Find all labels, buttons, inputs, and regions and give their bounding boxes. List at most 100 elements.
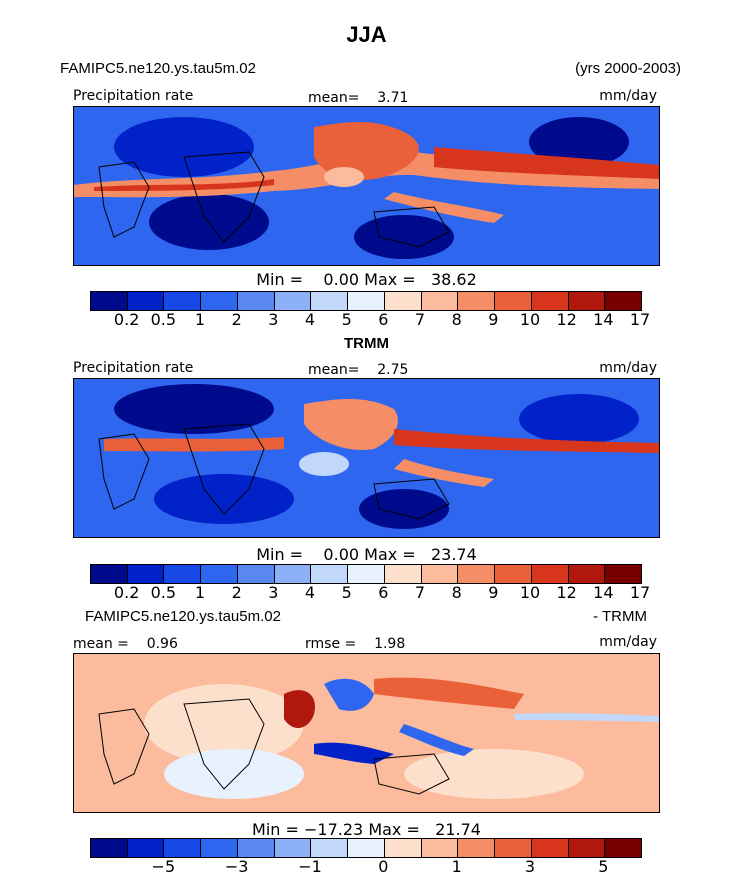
colorbar-tick-label: 3 (268, 583, 279, 602)
colorbar-swatch (201, 565, 238, 583)
colorbar-tick-label: 1 (194, 310, 206, 329)
colorbar-tick-label: 6 (378, 310, 389, 329)
colorbar-swatch (237, 565, 275, 583)
panel2-colorbar (90, 564, 642, 584)
colorbar-swatch (91, 565, 128, 583)
colorbar-swatch (348, 839, 385, 857)
panel3-map (73, 653, 660, 813)
colorbar-swatch (421, 565, 459, 583)
panel2-minmax: Min = 0.00 Max = 23.74 (0, 545, 733, 564)
colorbar-tick-label: 7 (414, 583, 426, 602)
colorbar-swatch (531, 565, 569, 583)
colorbar-swatch (605, 292, 642, 310)
season-title: JJA (346, 22, 387, 47)
panel2-caption: TRMM (344, 335, 389, 352)
colorbar-swatch (568, 565, 606, 583)
colorbar-tick-label: 8 (451, 583, 462, 602)
panel3-colorbar-ticks: −5 −3 −1 0 1 3 5 (90, 857, 640, 877)
panel3-minmax: Min = −17.23 Max = 21.74 (0, 820, 733, 839)
colorbar-tick-label: 12 (556, 583, 577, 602)
panel1-map (73, 106, 660, 266)
colorbar-tick-label: 5 (598, 857, 609, 876)
panel3-mean: mean = 0.96 (73, 636, 178, 652)
colorbar-tick-label: 5 (341, 310, 352, 329)
panel1-max-label: Max = (364, 270, 416, 289)
colorbar-swatch (384, 565, 422, 583)
panel1-mean-value: 3.71 (377, 90, 409, 106)
panel2-min-value: 0.00 (323, 545, 360, 564)
panel1-min-label: Min = (256, 270, 304, 289)
colorbar-tick-label: 4 (304, 310, 316, 329)
precip-map-trmm (74, 379, 659, 537)
colorbar-tick-label: 0.5 (150, 583, 177, 602)
colorbar-tick-label: −1 (298, 857, 322, 876)
panel2-map (73, 378, 660, 538)
colorbar-swatch (237, 292, 275, 310)
panel1-variable: Precipitation rate (73, 88, 194, 104)
colorbar-swatch (201, 292, 238, 310)
colorbar-tick-label: 8 (451, 310, 462, 329)
colorbar-swatch (458, 292, 496, 310)
colorbar-swatch (201, 839, 238, 857)
colorbar-swatch (605, 839, 642, 857)
colorbar-tick-label: 4 (304, 583, 316, 602)
colorbar-tick-label: 6 (378, 583, 389, 602)
colorbar-tick-label: 17 (629, 583, 651, 602)
panel3-min-value: −17.23 (304, 820, 364, 839)
panel3-mean-value: 0.96 (146, 636, 178, 652)
panel3-rmse-value: 1.98 (374, 636, 406, 652)
panel2-colorbar-ticks: 0.2 0.5 1 2 3 4 5 6 7 8 9 10 12 14 17 (90, 583, 650, 603)
colorbar-swatch (531, 292, 569, 310)
colorbar-swatch (311, 292, 349, 310)
colorbar-swatch (384, 292, 422, 310)
colorbar-swatch (311, 565, 349, 583)
colorbar-tick-label: 2 (231, 310, 242, 329)
panel1-colorbar (90, 291, 642, 311)
panel3-caption-right: - TRMM (593, 608, 647, 625)
panel1-colorbar-ticks: 0.2 0.5 1 2 3 4 5 6 7 8 9 10 12 14 17 (90, 310, 650, 330)
colorbar-swatch (91, 839, 128, 857)
colorbar-tick-label: 14 (593, 310, 614, 329)
colorbar-tick-label: 1 (194, 583, 206, 602)
colorbar-tick-label: 7 (414, 310, 426, 329)
colorbar-tick-label: 1 (451, 857, 462, 876)
panel3-colorbar (90, 838, 642, 858)
run-name: FAMIPC5.ne120.ys.tau5m.02 (60, 60, 256, 77)
panel2-min-label: Min = (256, 545, 304, 564)
years-label: (yrs 2000-2003) (575, 60, 681, 77)
colorbar-tick-label: 12 (556, 310, 577, 329)
panel1-units: mm/day (599, 88, 657, 104)
colorbar-tick-label: 17 (629, 310, 651, 329)
colorbar-tick-label: 9 (488, 583, 499, 602)
colorbar-tick-label: 14 (593, 583, 614, 602)
colorbar-swatch (568, 839, 606, 857)
colorbar-swatch (348, 565, 385, 583)
panel3-rmse: rmse = 1.98 (305, 636, 405, 652)
precip-diff-map (74, 654, 659, 812)
colorbar-tick-label: 5 (341, 583, 352, 602)
colorbar-swatch (495, 565, 532, 583)
colorbar-swatch (495, 839, 532, 857)
colorbar-swatch (531, 839, 569, 857)
panel3-units: mm/day (599, 634, 657, 650)
colorbar-swatch (127, 292, 165, 310)
colorbar-swatch (164, 565, 202, 583)
colorbar-swatch (274, 565, 312, 583)
colorbar-swatch (458, 565, 496, 583)
panel3-rmse-label: rmse = (305, 636, 357, 652)
panel3-mean-label: mean = (73, 636, 129, 652)
panel3-max-label: Max = (368, 820, 420, 839)
panel2-units: mm/day (599, 360, 657, 376)
panel1-mean-label: mean= (308, 90, 360, 106)
colorbar-swatch (164, 292, 202, 310)
colorbar-swatch (311, 839, 349, 857)
panel3-max-value: 21.74 (435, 820, 481, 839)
panel2-variable: Precipitation rate (73, 360, 194, 376)
colorbar-tick-label: 0 (378, 857, 389, 876)
colorbar-swatch (127, 839, 165, 857)
colorbar-tick-label: 3 (524, 857, 536, 876)
panel2-max-label: Max = (364, 545, 416, 564)
colorbar-swatch (458, 839, 496, 857)
colorbar-swatch (605, 565, 642, 583)
colorbar-tick-label: −5 (151, 857, 176, 876)
